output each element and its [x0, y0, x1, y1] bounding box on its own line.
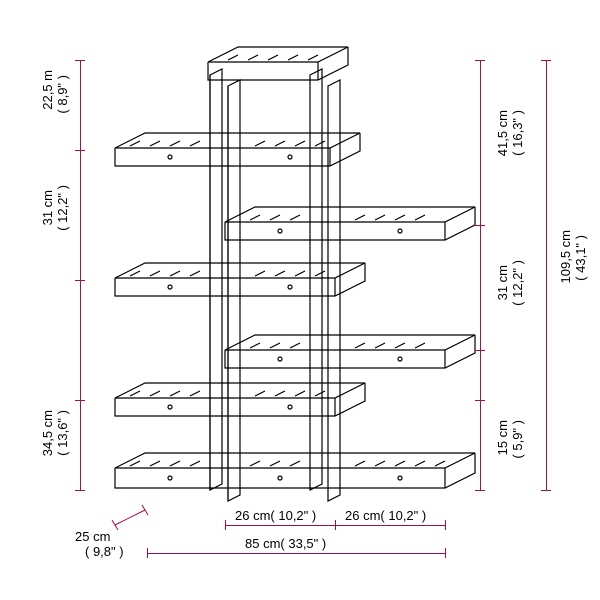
dim-full-width: 85 cm( 33,5" )	[245, 536, 326, 551]
val: 85 cm	[245, 536, 280, 551]
tick	[445, 548, 446, 558]
val: 33,5"	[288, 536, 318, 551]
tick	[147, 548, 148, 558]
dim-depth-cm: 25 cm	[75, 529, 110, 544]
depth-line	[0, 0, 600, 600]
val: 9,8"	[93, 544, 116, 559]
dimension-diagram: 22,5 m ( 8,9" ) 31 cm ( 12,2" ) 34,5 cm …	[0, 0, 600, 600]
dim-depth-in: ( 9,8" )	[85, 544, 124, 559]
dim-line-bottom-full	[147, 553, 445, 554]
